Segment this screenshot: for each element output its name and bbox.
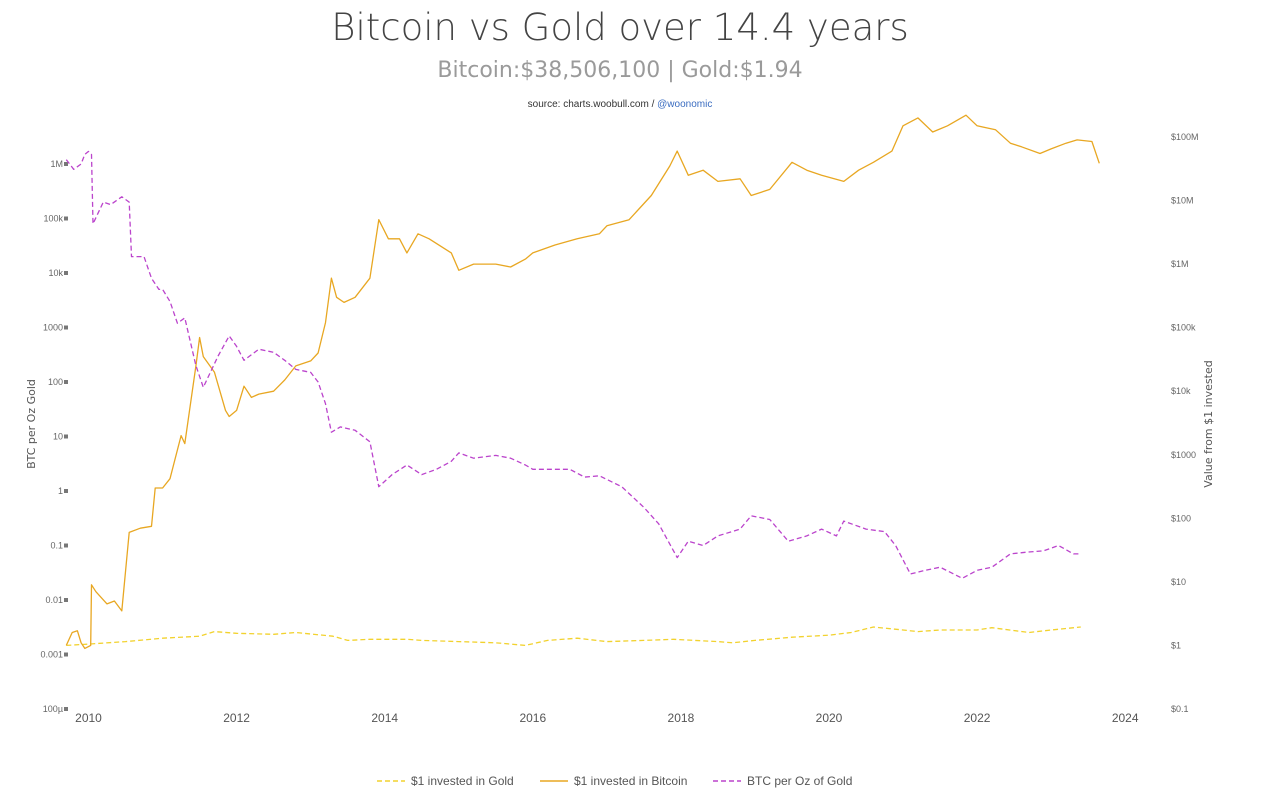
right-axis-tick-label: $100k xyxy=(1171,323,1196,333)
right-axis-title: Value from $1 invested xyxy=(1202,360,1215,487)
x-axis-tick-label: 2016 xyxy=(519,711,546,725)
left-axis-title: BTC per Oz Gold xyxy=(25,379,38,469)
series-line-1 xyxy=(65,114,1100,650)
left-axis-tick-mark xyxy=(64,271,68,275)
series-line-0 xyxy=(66,626,1081,647)
left-axis-tick-mark xyxy=(64,598,68,602)
right-axis-tick-label: $1000 xyxy=(1171,450,1196,460)
source-handle-link[interactable]: @woonomic xyxy=(657,99,713,110)
x-axis-tick-label: 2024 xyxy=(1112,711,1139,725)
legend-item-label[interactable]: $1 invested in Bitcoin xyxy=(574,774,687,788)
x-axis-tick-label: 2012 xyxy=(223,711,250,725)
left-axis-tick-label: 1000 xyxy=(43,323,63,333)
left-axis-tick-mark xyxy=(64,707,68,711)
legend-item-label[interactable]: $1 invested in Gold xyxy=(411,774,514,788)
right-axis-tick-label: $100M xyxy=(1171,132,1199,142)
right-axis-tick-label: $100 xyxy=(1171,513,1191,523)
left-axis-tick-label: 0.001 xyxy=(40,650,63,660)
left-axis-tick-label: 0.1 xyxy=(50,541,63,551)
left-axis-tick-label: 0.01 xyxy=(45,595,63,605)
left-axis-tick-mark xyxy=(64,652,68,657)
right-axis-tick-label: $10 xyxy=(1171,577,1186,587)
left-axis-tick-label: 10k xyxy=(48,268,63,278)
x-axis-tick-label: 2010 xyxy=(75,711,102,725)
x-axis-tick-label: 2014 xyxy=(371,711,398,725)
right-axis-tick-label: $1M xyxy=(1171,259,1189,269)
left-axis-tick-label: 1M xyxy=(50,159,63,169)
x-axis-tick-label: 2018 xyxy=(668,711,695,725)
x-axis-tick-label: 2020 xyxy=(816,711,843,725)
series-line-2 xyxy=(65,150,1081,579)
chart-subtitle: Bitcoin:$38,506,100 | Gold:$1.94 xyxy=(437,58,803,83)
right-axis-tick-label: $0.1 xyxy=(1171,704,1189,714)
right-axis-tick-label: $10M xyxy=(1171,196,1194,206)
chart-title: Bitcoin vs Gold over 14.4 years xyxy=(331,6,909,49)
left-axis-tick-mark xyxy=(64,380,68,384)
left-axis-tick-label: 10 xyxy=(53,432,63,442)
left-axis-tick-mark xyxy=(64,434,68,439)
left-axis-tick-label: 1 xyxy=(58,486,63,496)
chart-source: source: charts.woobull.com / @woonomic xyxy=(0,99,1240,110)
right-axis-tick-label: $10k xyxy=(1171,386,1191,396)
left-axis-tick-label: 100µ xyxy=(43,704,63,714)
source-text: source: charts.woobull.com / xyxy=(527,99,658,110)
left-axis-tick-label: 100k xyxy=(43,214,63,224)
legend-item-label[interactable]: BTC per Oz of Gold xyxy=(747,774,852,788)
left-axis-tick-label: 100 xyxy=(48,377,63,387)
x-axis-tick-label: 2022 xyxy=(964,711,991,725)
left-axis-tick-mark xyxy=(64,325,68,330)
left-axis-tick-mark xyxy=(64,162,68,166)
left-axis-tick-mark xyxy=(64,543,68,548)
right-axis-tick-label: $1 xyxy=(1171,640,1181,650)
left-axis-tick-mark xyxy=(64,489,68,493)
left-axis-tick-mark xyxy=(64,216,68,221)
